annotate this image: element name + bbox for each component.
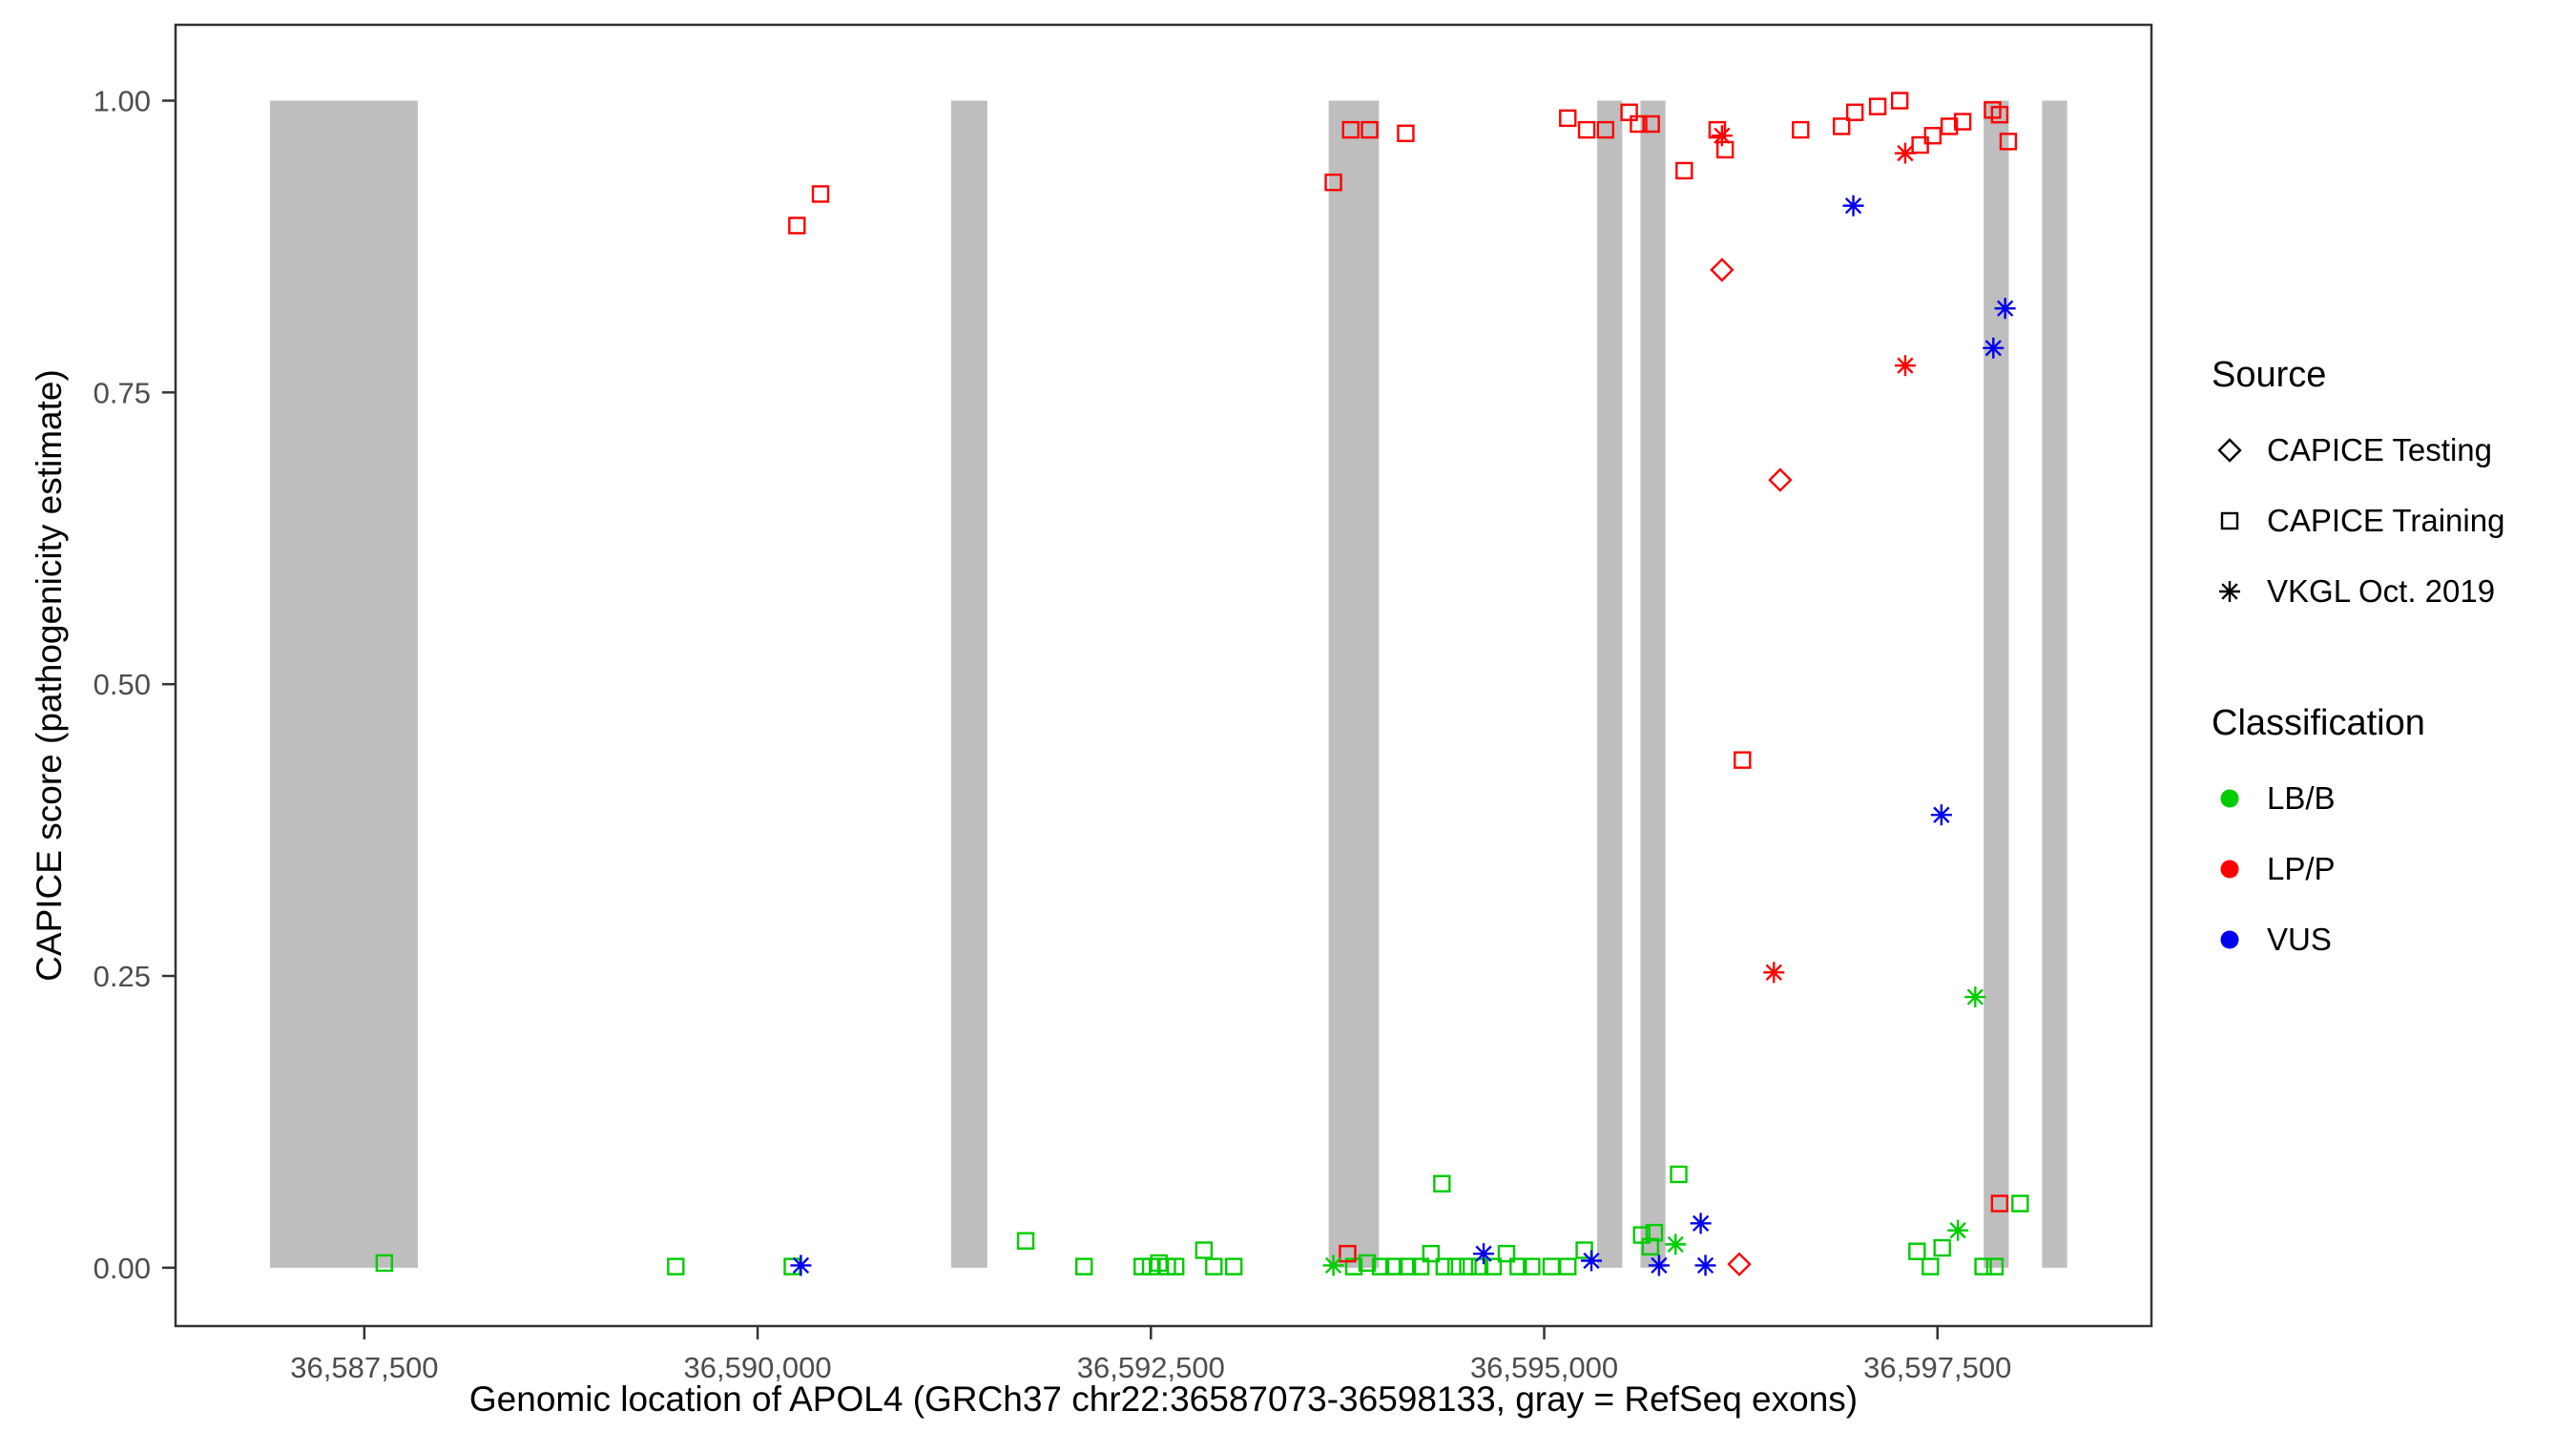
legend-item-capice-testing: CAPICE Testing xyxy=(2212,415,2504,486)
legend-item-vkgl: VKGL Oct. 2019 xyxy=(2212,556,2504,627)
legend-item-label: LB/B xyxy=(2267,780,2336,816)
y-axis-title: CAPICE score (pathogenicity estimate) xyxy=(30,369,69,982)
legend-source-title: Source xyxy=(2212,355,2327,395)
svg-text:36,592,500: 36,592,500 xyxy=(1077,1351,1225,1384)
svg-text:0.50: 0.50 xyxy=(93,668,151,701)
red-dot-icon xyxy=(2212,851,2248,887)
legend-item-vus: VUS xyxy=(2212,904,2504,975)
svg-text:1.00: 1.00 xyxy=(93,85,151,118)
legend-item-label: LP/P xyxy=(2267,851,2336,886)
blue-dot-icon xyxy=(2212,922,2248,958)
legend-item-lpp: LP/P xyxy=(2212,834,2504,904)
svg-text:0.75: 0.75 xyxy=(93,376,151,409)
legend-item-lbb: LB/B xyxy=(2212,763,2504,834)
svg-text:36,590,000: 36,590,000 xyxy=(684,1351,832,1384)
svg-text:0.00: 0.00 xyxy=(93,1252,151,1285)
legend-item-label: CAPICE Training xyxy=(2267,503,2505,538)
legend-item-label: CAPICE Testing xyxy=(2267,432,2492,467)
legend: Source CAPICE Testing CAPICE Training VK… xyxy=(2212,355,2504,975)
svg-text:36,595,000: 36,595,000 xyxy=(1470,1351,1618,1384)
legend-item-label: VKGL Oct. 2019 xyxy=(2267,573,2496,609)
asterisk-icon xyxy=(2212,573,2248,610)
svg-text:36,597,500: 36,597,500 xyxy=(1863,1351,2011,1384)
x-axis-title: Genomic location of APOL4 (GRCh37 chr22:… xyxy=(468,1379,1859,1419)
legend-item-capice-training: CAPICE Training xyxy=(2212,486,2504,556)
square-icon xyxy=(2212,503,2248,539)
legend-item-label: VUS xyxy=(2267,922,2332,957)
svg-text:0.25: 0.25 xyxy=(93,960,151,993)
green-dot-icon xyxy=(2212,780,2248,817)
diamond-icon xyxy=(2212,432,2248,468)
svg-text:36,587,500: 36,587,500 xyxy=(290,1351,438,1384)
legend-classification-title: Classification xyxy=(2212,703,2425,743)
